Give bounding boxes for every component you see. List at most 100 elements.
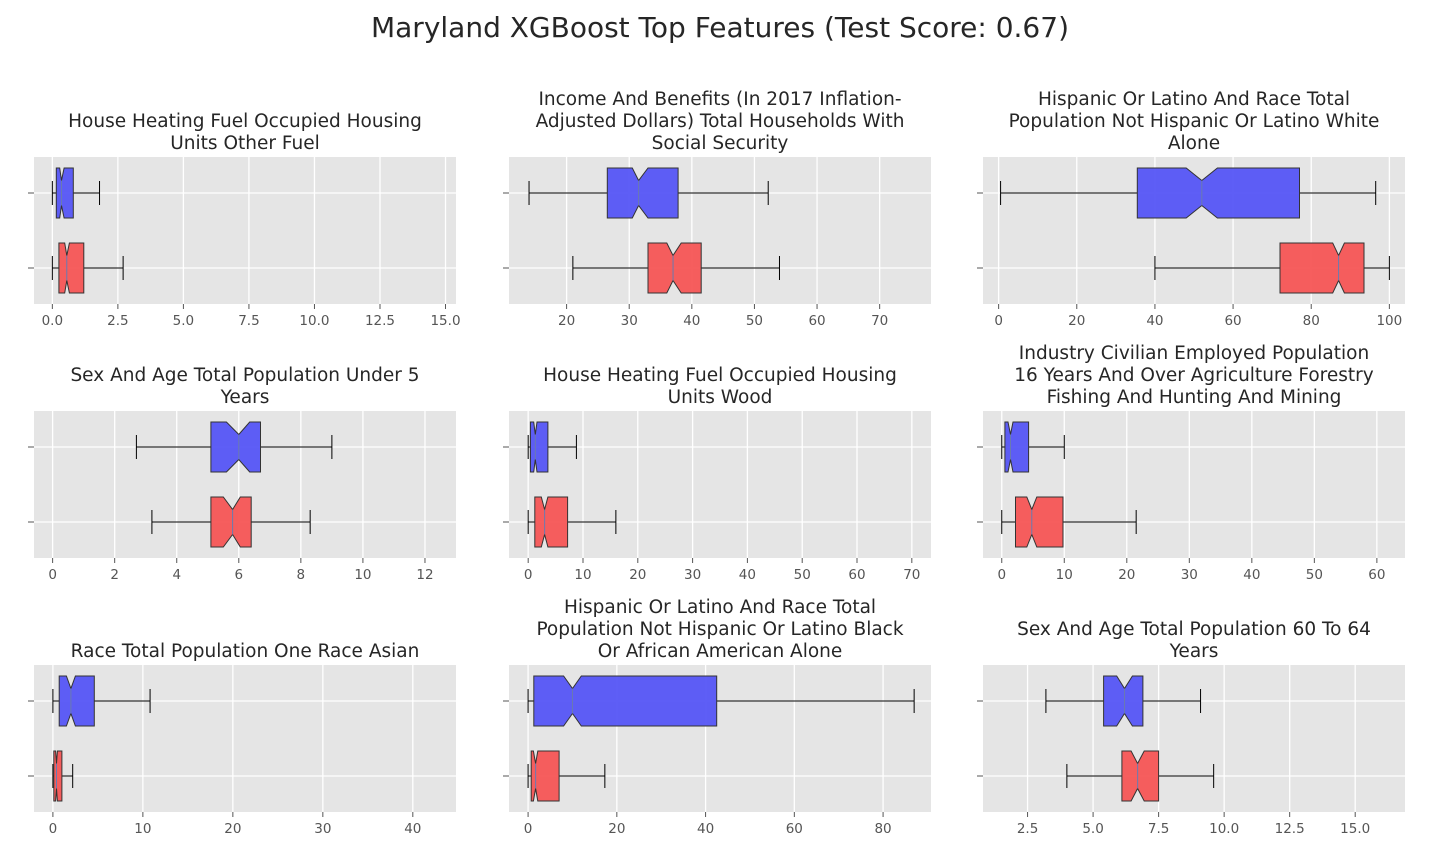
box-body [53,750,63,802]
subplot-title: Sex And Age Total Population Under 5 Year… [70,365,419,408]
figure-title: Maryland XGBoost Top Features (Test Scor… [370,11,1069,44]
box-body [534,496,569,548]
x-tick-label: 7.5 [238,313,259,329]
box-body [606,167,679,219]
box-blue [1000,167,1377,219]
box-body [647,242,702,294]
x-tick-label: 40 [404,821,421,837]
x-tick-label: 30 [314,821,331,837]
box-red [527,496,617,548]
x-tick-label: 60 [848,567,865,583]
box-red [151,496,311,548]
subplot-title: House Heating Fuel Occupied Housing Units… [543,365,897,408]
box-red [51,242,124,294]
x-tick-label: 30 [1181,567,1198,583]
box-red [1066,750,1215,802]
box-blue [527,421,577,473]
x-tick-label: 20 [629,567,646,583]
x-tick-label: 10.0 [299,313,329,329]
subplot-title: Hispanic Or Latino And Race Total Populat… [1009,89,1380,154]
x-tick-label: 0.0 [42,313,63,329]
box-blue [135,421,333,473]
box-body [529,421,549,473]
box-blue [527,675,915,727]
box-body [530,750,560,802]
x-tick-label: 40 [1243,567,1260,583]
box-body [210,496,252,548]
subplot-agriculture: 0 10 20 30 40 50 60 Industry Civilian Employed … [977,343,1405,583]
box-body [1004,421,1030,473]
box-red [52,750,74,802]
box-body [1279,242,1365,294]
subplot-title: Sex And Age Total Population 60 To 64 Yea… [1017,619,1371,662]
x-tick-label: 12.5 [1275,821,1305,837]
x-tick-label: 50 [1306,567,1323,583]
x-tick-label: 40 [1146,313,1163,329]
x-tick-label: 0 [49,821,58,837]
subplot-other-fuel: 0.0 2.5 5.0 7.5 10.0 12.5 15.0 House Heating Fu… [28,111,461,329]
x-tick-label: 8 [297,567,306,583]
x-tick-label: 0 [994,313,1003,329]
subplot-title: Income And Benefits (In 2017 Inflation-A… [536,89,905,154]
x-tick-label: 5.0 [173,313,194,329]
subplot-black-alone: 0 20 40 60 80 Hispanic Or Latino And Race Tot… [503,597,931,837]
x-tick-label: 20 [224,821,241,837]
x-tick-label: 80 [874,821,891,837]
x-tick-label: 7.5 [1148,821,1169,837]
box-blue [1045,675,1202,727]
x-tick-label: 6 [234,567,243,583]
box-blue [51,167,101,219]
x-tick-label: 0 [524,567,533,583]
x-tick-label: 0 [524,821,533,837]
box-body [1103,675,1144,727]
x-tick-label: 30 [621,313,638,329]
plot-area [509,411,931,558]
x-tick-label: 10 [354,567,371,583]
x-tick-label: 40 [683,313,700,329]
box-body [58,675,95,727]
plot-area [983,665,1405,812]
x-tick-label: 5.0 [1082,821,1103,837]
box-red [527,750,606,802]
x-tick-label: 50 [794,567,811,583]
x-tick-label: 50 [746,313,763,329]
x-tick-label: 0 [48,567,57,583]
plot-area [509,157,931,304]
x-tick-label: 2 [110,567,119,583]
subplot-title: House Heating Fuel Occupied Housing Units… [68,111,422,154]
x-tick-label: 100 [1376,313,1402,329]
plot-area [34,157,456,304]
subplot-wood: 0 10 20 30 40 50 60 70 House Heating Fuel Occupi… [503,365,931,583]
x-tick-label: 80 [1303,313,1320,329]
box-red [1154,242,1390,294]
x-tick-label: 60 [1368,567,1385,583]
box-blue [52,675,151,727]
subplot-white-alone: 0 20 40 60 80 100 Hispanic Or Latino And Race … [977,89,1405,329]
box-body [58,242,85,294]
plot-area [34,665,456,812]
x-tick-label: 0 [997,567,1006,583]
x-tick-label: 20 [1118,567,1135,583]
x-tick-label: 60 [1224,313,1241,329]
box-body [1015,496,1064,548]
box-blue [1001,421,1065,473]
x-tick-label: 15.0 [1340,821,1370,837]
x-tick-label: 10.0 [1209,821,1239,837]
box-body [210,421,261,473]
subplot-title: Race Total Population One Race Asian [71,641,420,662]
plot-area [509,665,931,812]
box-body [55,167,74,219]
x-tick-label: 60 [808,313,825,329]
x-tick-label: 40 [739,567,756,583]
x-tick-label: 70 [871,313,888,329]
box-body [533,675,718,727]
subplot-under-5: 0 2 4 6 8 10 12 Sex And Age Total Population Un… [28,365,456,583]
box-red [1001,496,1137,548]
x-tick-label: 20 [1068,313,1085,329]
box-body [1136,167,1300,219]
x-tick-label: 10 [134,821,151,837]
x-tick-label: 2.5 [1017,821,1038,837]
subplot-asian: 0 10 20 30 40 Race Total Population One Race … [28,641,456,837]
x-tick-label: 20 [558,313,575,329]
